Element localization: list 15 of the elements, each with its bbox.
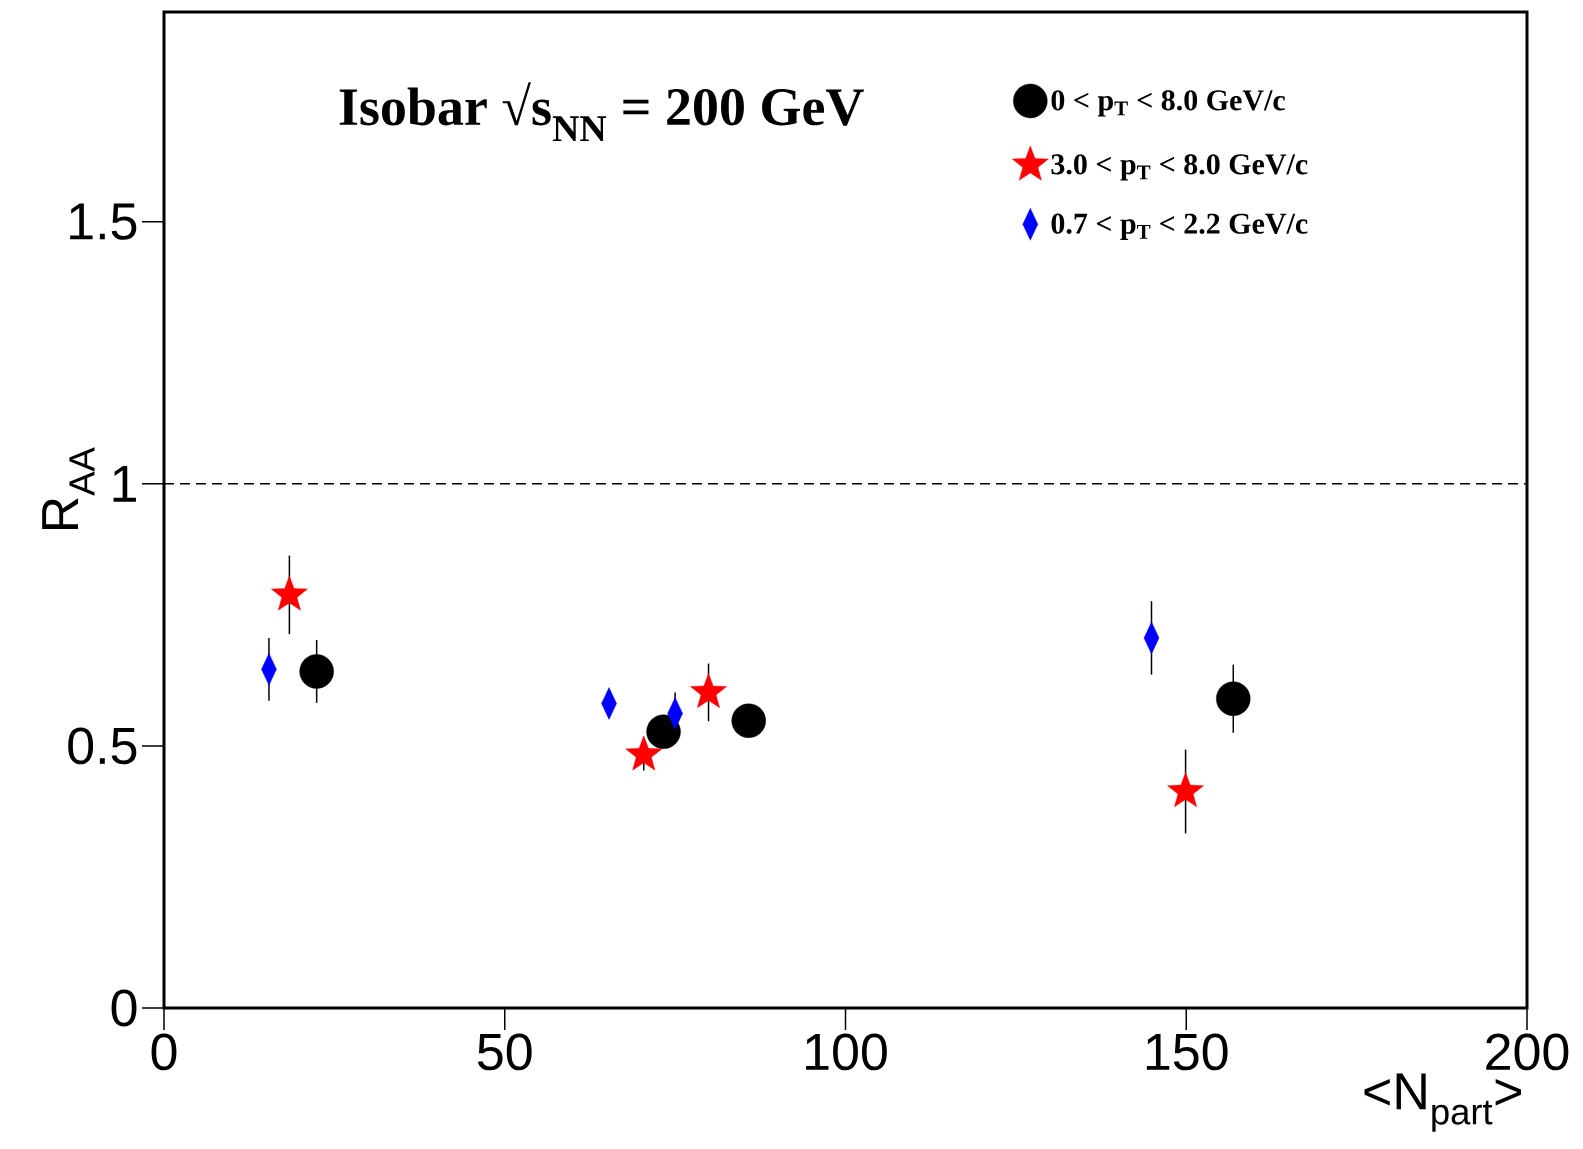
legend-label: 0.7 < p$_{T}$ < 2.2 GeV/c	[1051, 213, 1308, 240]
legend-label: 0 < p$_{T}$ < 8.0 GeV/c	[1051, 90, 1285, 117]
x-axis-title: <N$_{part}$>	[1364, 1073, 1521, 1132]
legend-label: 3.0 < p$_{T}$ < 8.0 GeV/c	[1051, 154, 1308, 181]
x-tick-label: 0	[151, 1033, 177, 1071]
x-tick-label: 150	[1146, 1033, 1228, 1071]
y-tick-label: 0.5	[68, 727, 137, 765]
y-tick-label: 0	[111, 989, 137, 1027]
x-tick-label: 100	[806, 1033, 887, 1071]
y-tick-label: 1	[113, 465, 136, 502]
x-tick-label: 200	[1486, 1033, 1569, 1071]
y-axis-title: R$_{AA}$	[42, 447, 95, 530]
text: Isobar √s$_{NN}$ = 200 GeV	[339, 82, 864, 142]
x-tick-label: 50	[477, 1033, 532, 1071]
y-tick-label: 1.5	[70, 203, 137, 240]
